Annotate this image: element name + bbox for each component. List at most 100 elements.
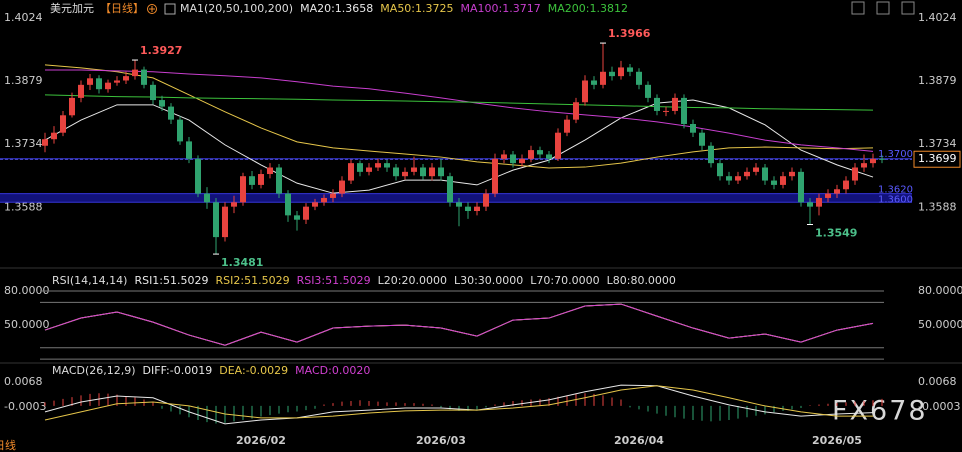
legend-entry: L70:70.0000 [530, 274, 599, 287]
candle-body [123, 76, 129, 81]
candle-body [258, 174, 264, 185]
watermark: FX678 [832, 396, 928, 427]
candle-body [816, 197, 822, 207]
candle-body [159, 100, 165, 107]
candle-body [177, 119, 183, 142]
price-band [0, 193, 912, 203]
candle-body [186, 141, 192, 159]
candle-body [555, 132, 561, 159]
candle-body [141, 69, 147, 85]
candle-body [825, 193, 831, 198]
macd-line [44, 384, 874, 425]
candle-body [69, 97, 75, 116]
y-tick-label: 1.4024 [918, 11, 957, 24]
candle-body [618, 67, 624, 77]
candle-body [87, 78, 93, 85]
candle-body [375, 163, 381, 168]
legend-entry: RSI3:51.5029 [297, 274, 371, 287]
candle-body [789, 171, 795, 177]
y-tick-label: 1.3588 [918, 201, 957, 214]
legend-entry: RSI2:51.5029 [216, 274, 290, 287]
candle-body [357, 163, 363, 172]
candle-body [771, 180, 777, 185]
candle-body [843, 180, 849, 190]
legend-entry: MACD:0.0020 [295, 364, 370, 377]
y-tick-label: 80.0000 [918, 284, 962, 297]
candle-body [60, 115, 66, 133]
candle-body [231, 202, 237, 207]
price-line-label: 1.3700 [878, 149, 913, 160]
candle-body [411, 167, 417, 172]
candle-body [726, 176, 732, 181]
legend-entry: DEA:-0.0029 [219, 364, 288, 377]
y-tick-label: 1.3734 [918, 137, 957, 150]
legend-entry: MACD(26,12,9) [52, 364, 136, 377]
candle-body [501, 154, 507, 159]
candle-body [51, 132, 57, 140]
candle-body [42, 139, 48, 146]
candle-body [474, 206, 480, 212]
rsi-line [44, 303, 874, 346]
candle-body [879, 158, 885, 160]
candle-body [744, 171, 750, 177]
y-tick-label: 1.3588 [4, 201, 43, 214]
candle-body [465, 206, 471, 212]
candle-body [240, 176, 246, 203]
legend-entry: MA100:1.3717 [461, 2, 541, 15]
toolbar-button[interactable] [876, 1, 890, 15]
candle-body [267, 167, 273, 175]
candle-body [420, 167, 426, 177]
period-tab[interactable]: 日线 [0, 438, 16, 452]
candle-body [834, 189, 840, 194]
candle-body [348, 163, 354, 181]
chart-title: 美元加元 [50, 2, 94, 15]
x-tick-label: 2026/05 [812, 434, 862, 447]
rsi-line [44, 303, 874, 346]
checkbox[interactable] [164, 3, 176, 15]
candle-body [150, 84, 156, 101]
candle-body [708, 145, 714, 164]
y-tick-label: 1.4024 [4, 11, 43, 24]
candle-body [663, 110, 669, 112]
toolbar-button[interactable] [851, 1, 865, 15]
candle-body [546, 154, 552, 159]
legend-entry: MA20:1.3658 [300, 2, 373, 15]
add-icon[interactable] [147, 4, 157, 14]
candle-body [753, 167, 759, 172]
low-label: 1.3549 [815, 226, 857, 239]
candle-body [564, 119, 570, 133]
y-tick-label: 0.0068 [918, 375, 957, 388]
period-label: 【日线】 [100, 1, 144, 15]
legend-entry: L30:30.0000 [454, 274, 523, 287]
candle-body [195, 158, 201, 194]
candle-body [114, 80, 120, 83]
candle-body [438, 167, 444, 177]
candle-body [627, 67, 633, 72]
candle-body [699, 132, 705, 146]
candle-body [735, 176, 741, 181]
candle-body [402, 171, 408, 177]
toolbar-button[interactable] [901, 1, 915, 15]
candle-body [519, 158, 525, 164]
candle-body [483, 193, 489, 207]
candle-body [600, 71, 606, 85]
legend-entry: MA200:1.3812 [548, 2, 628, 15]
candle-body [96, 78, 102, 90]
candle-body [573, 102, 579, 120]
candle-body [312, 202, 318, 207]
last-price-box [913, 150, 961, 168]
y-tick-label: -0.0003 [918, 400, 960, 413]
candle-body [366, 167, 372, 172]
candle-body [276, 167, 282, 194]
candle-body [384, 163, 390, 168]
candle-body [132, 69, 138, 77]
y-tick-label: 0.0068 [4, 375, 43, 388]
candle-body [591, 80, 597, 85]
candle-body [321, 197, 327, 203]
candle-body [780, 176, 786, 185]
candle-body [447, 176, 453, 203]
candle-body [654, 97, 660, 111]
legend-entry: MA50:1.3725 [380, 2, 453, 15]
candle-body [870, 158, 876, 164]
legend-entry: RSI(14,14,14) [52, 274, 127, 287]
